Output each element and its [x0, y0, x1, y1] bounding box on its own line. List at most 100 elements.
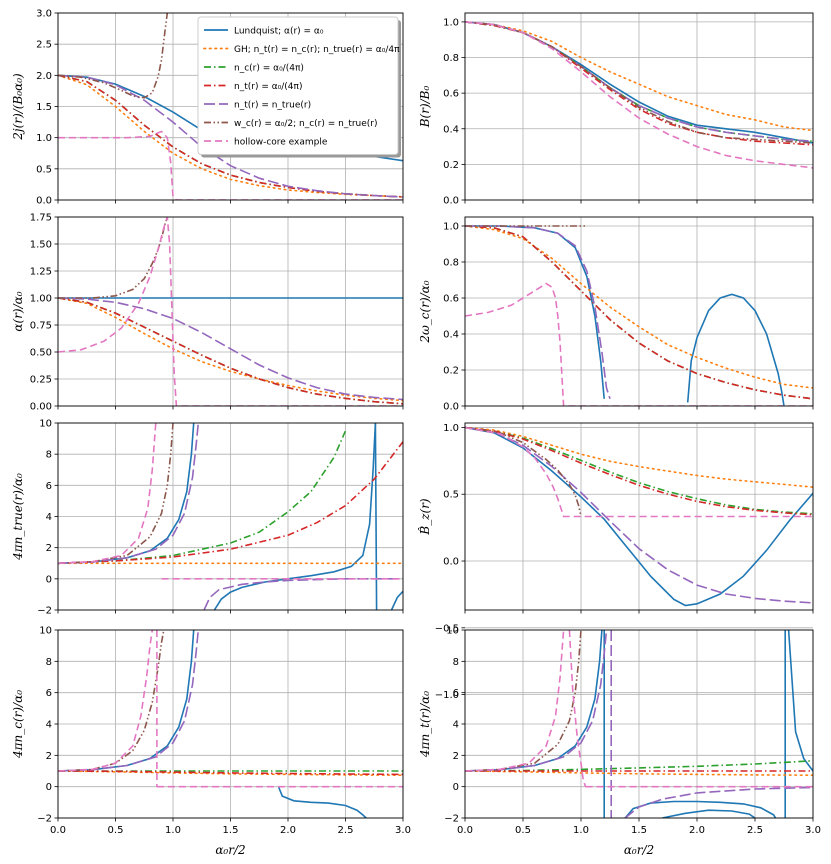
- series-line-5: [58, 297, 403, 401]
- series-group: [465, 21, 813, 169]
- y-tick-label: 4: [46, 512, 52, 523]
- axes-frame: [57, 216, 404, 407]
- y-axis-label: α(r)/α₀: [11, 291, 25, 331]
- legend-label: n_t(r) = α₀/(4π): [234, 82, 302, 92]
- x-tick-label: 3.0: [395, 825, 411, 836]
- y-tick-label: 0: [46, 574, 52, 585]
- axes-frame: [57, 12, 404, 201]
- x-tick-label: 2.5: [747, 825, 763, 836]
- series-line-1: [278, 787, 367, 818]
- series-line-7: [465, 426, 813, 518]
- y-tick-label: 0.4: [443, 124, 459, 135]
- y-tick-label: 2: [46, 751, 52, 762]
- y-tick-label: 4: [46, 720, 52, 731]
- x-tick-label: 1.0: [573, 825, 589, 836]
- y-tick-label: 0.50: [30, 348, 52, 359]
- y-tick-label: 1.00: [30, 294, 52, 305]
- legend-box: [197, 16, 399, 155]
- series-line-4: [58, 297, 403, 405]
- series-line-5: [624, 786, 813, 818]
- y-tick-label: 2: [453, 751, 459, 762]
- x-tick-label: 1.0: [165, 825, 181, 836]
- y-tick-label: −2: [37, 606, 52, 617]
- series-line-7: [465, 21, 813, 169]
- y-tick-label: 4: [453, 720, 459, 731]
- series-line-2: [58, 297, 403, 402]
- panel-8: 0.0 0.5 1.0 1.5 2.0 2.5 3.0 −2 0 2 4 6 8 10 4πn_t(r)/α…: [418, 626, 821, 858]
- series-line-1: [465, 426, 813, 607]
- series-line-1: [787, 630, 813, 772]
- legend-label: hollow-core example: [234, 138, 328, 148]
- y-tick-label: 0.6: [443, 89, 459, 100]
- y-tick-label: 0: [46, 782, 52, 793]
- y-tick-label: 8: [46, 450, 52, 461]
- x-tick-label: 2.0: [280, 825, 296, 836]
- y-tick-label: 0.2: [443, 366, 459, 377]
- series-line-6: [58, 630, 165, 772]
- series-line-5: [465, 426, 813, 604]
- y-tick-label: 0.25: [30, 375, 52, 386]
- series-line-6: [58, 13, 169, 99]
- y-tick-label: 0.0: [443, 402, 459, 413]
- y-tick-label: 6: [46, 688, 52, 699]
- series-line-4: [465, 225, 813, 400]
- y-tick-label: 0.00: [30, 402, 52, 413]
- x-tick-label: 0.0: [457, 825, 473, 836]
- x-tick-label: 0.0: [50, 825, 66, 836]
- y-tick-label: 1.50: [30, 240, 52, 251]
- y-tick-label: 0.8: [443, 258, 459, 269]
- y-tick-label: 0.0: [443, 557, 459, 568]
- series-line-5: [58, 630, 200, 772]
- series-line-4: [58, 441, 403, 565]
- x-tick-label: 0.5: [515, 825, 531, 836]
- y-tick-label: −1.0: [435, 690, 459, 701]
- y-tick-label: 3.0: [36, 9, 52, 20]
- series-line-3: [465, 426, 813, 515]
- y-tick-label: 1.0: [443, 222, 459, 233]
- series-line-5: [465, 225, 611, 400]
- panel-7: 0.0 0.5 1.0 1.5 2.0 2.5 3.0 −2 0 2 4 6 8 10 4πn_c(r)/α…: [11, 626, 411, 858]
- y-tick-label: 1.0: [36, 133, 52, 144]
- y-tick-label: 2.5: [36, 40, 52, 51]
- x-tick-label: 1.5: [223, 825, 239, 836]
- series-line-3: [58, 430, 347, 565]
- y-axis-label: B(r)/B₀: [418, 86, 432, 129]
- series-line-7: [465, 630, 565, 772]
- y-tick-label: 10: [446, 626, 459, 637]
- series-line-4: [58, 74, 403, 198]
- series-line-5: [58, 74, 403, 198]
- y-tick-label: −2: [37, 814, 52, 825]
- series-group: [58, 630, 403, 818]
- y-tick-label: 0.0: [36, 196, 52, 207]
- y-tick-label: 0.4: [443, 330, 459, 341]
- axes-frame: [464, 629, 814, 819]
- y-axis-label: 4πn_true(r)/α₀: [11, 473, 25, 561]
- legend-label: w_c(r) = α₀/2; n_c(r) = n_true(r): [234, 119, 378, 129]
- y-tick-label: 0.5: [443, 490, 459, 501]
- series-line-7: [568, 630, 587, 787]
- y-tick-label: 0.5: [36, 164, 52, 175]
- y-tick-label: 2.0: [36, 71, 52, 82]
- x-tick-label: 1.5: [631, 825, 647, 836]
- series-line-5: [58, 423, 200, 565]
- series-line-1: [465, 225, 605, 399]
- series-line-7: [58, 423, 157, 565]
- axes-frame: [464, 216, 814, 407]
- series-line-6: [465, 630, 582, 772]
- y-tick-label: 8: [453, 657, 459, 668]
- series-line-7: [58, 630, 154, 772]
- x-axis-label: α₀r/2: [215, 843, 245, 857]
- x-axis-label: α₀r/2: [624, 843, 654, 857]
- panel-4: 0.0 0.2 0.4 0.6 0.8 1.0 2ω_c(r)/α₀: [418, 216, 814, 413]
- series-line-6: [58, 217, 169, 299]
- legend-label: n_t(r) = n_true(r): [234, 101, 311, 111]
- panel-6: −1.0 −0.5 0.0 0.5 1.0 B̂_z(r): [417, 422, 814, 701]
- series-group: [465, 426, 813, 607]
- series-line-5: [203, 578, 403, 610]
- series-line-2: [58, 770, 403, 776]
- legend-label: n_c(r) = α₀/(4π): [234, 64, 304, 74]
- panel-2: 0.0 0.2 0.4 0.6 0.8 1.0 B(r)/B₀: [418, 12, 814, 207]
- series-group: [58, 217, 403, 406]
- x-tick-label: 0.5: [108, 825, 124, 836]
- y-tick-label: 1.5: [36, 102, 52, 113]
